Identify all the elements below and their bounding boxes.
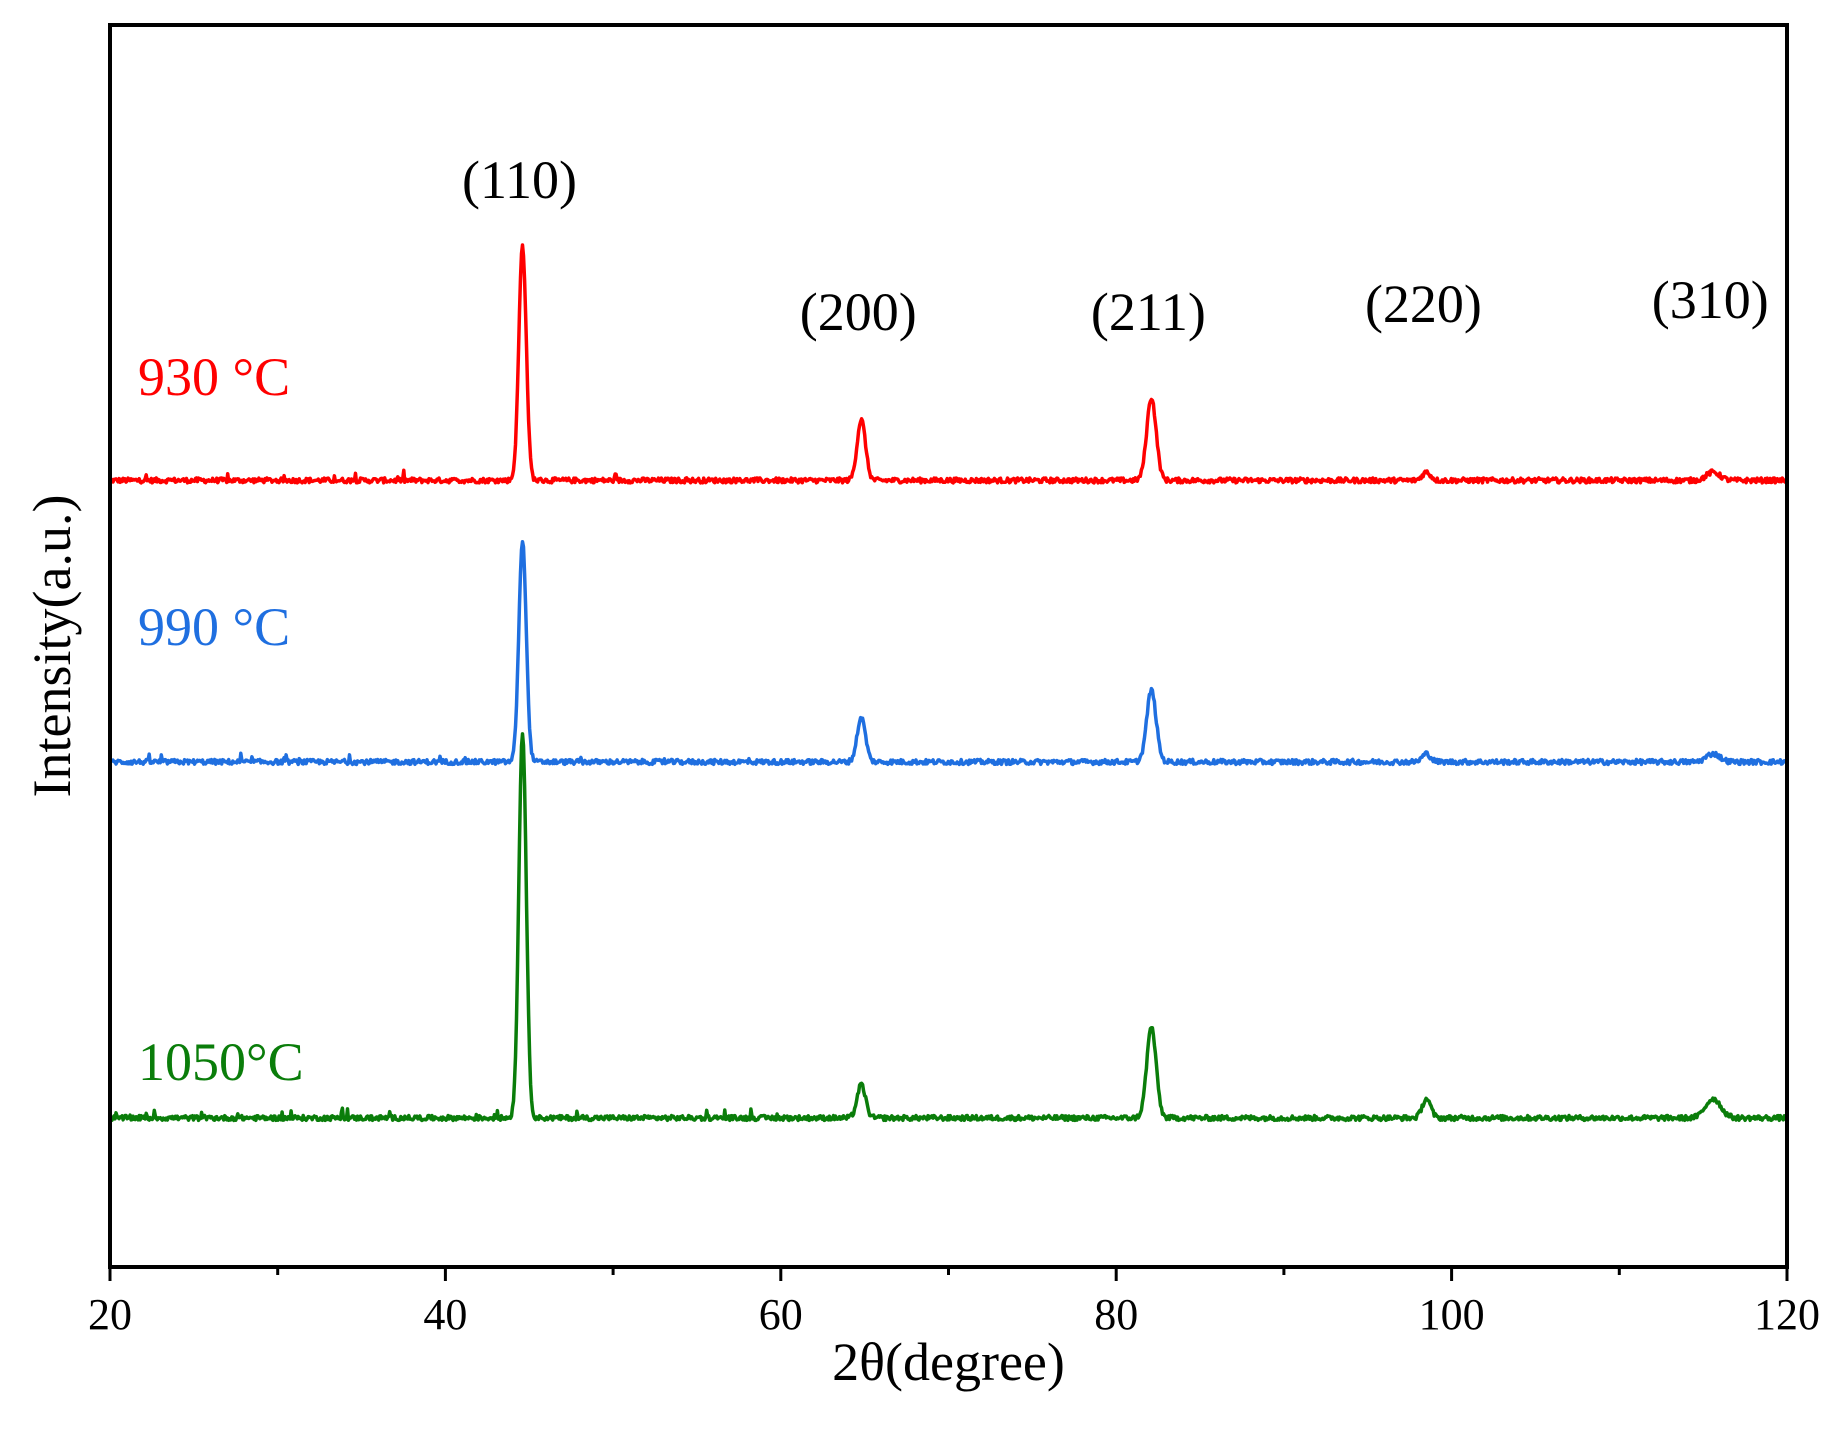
y-axis-title: Intensity(a.u.) (22, 495, 82, 798)
x-axis-title: 2θ(degree) (832, 1332, 1065, 1392)
x-tick-label: 120 (1754, 1290, 1820, 1339)
x-axis-ticks (108, 1267, 1789, 1281)
series-labels: 930 °C 990 °C 1050°C (138, 347, 304, 1092)
x-tick-label: 80 (1094, 1290, 1138, 1339)
x-axis-tick-labels: 20 40 60 80 100 120 (88, 1290, 1820, 1339)
peak-label: (110) (462, 150, 577, 210)
series-label: 930 °C (138, 347, 290, 407)
peak-label: (310) (1652, 270, 1769, 330)
x-tick-label: 40 (423, 1290, 467, 1339)
peak-label: (200) (800, 282, 917, 342)
series-line (108, 539, 1788, 767)
series-label: 990 °C (138, 597, 290, 657)
series-line (109, 732, 1788, 1123)
series-label: 1050°C (138, 1032, 304, 1092)
series-line (109, 243, 1788, 485)
x-tick-label: 100 (1419, 1290, 1485, 1339)
x-tick-label: 60 (759, 1290, 803, 1339)
peak-label: (211) (1091, 282, 1206, 342)
series-traces (108, 243, 1788, 1123)
x-tick-label: 20 (88, 1290, 132, 1339)
peak-label: (220) (1365, 274, 1482, 334)
peak-labels: (110) (200) (211) (220) (310) (462, 150, 1769, 342)
